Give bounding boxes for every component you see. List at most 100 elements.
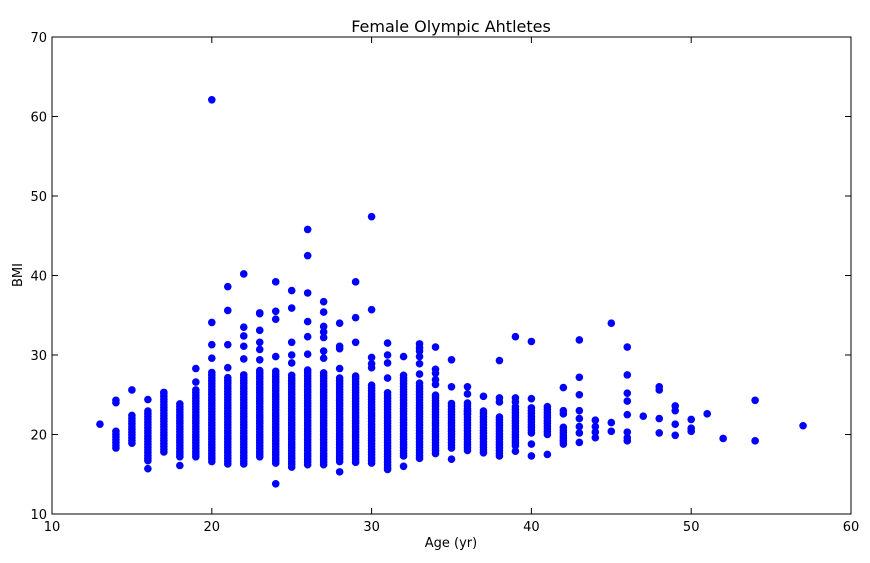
y-tick-label: 20 [30, 429, 47, 444]
data-point [351, 278, 360, 286]
data-point [192, 378, 200, 386]
data-point [319, 328, 328, 336]
data-point [655, 386, 664, 394]
data-point [335, 374, 344, 382]
data-point [303, 317, 312, 326]
y-tick-label: 70 [30, 31, 47, 46]
data-point [192, 364, 200, 373]
data-point [447, 399, 456, 408]
data-point [239, 323, 248, 331]
data-point [255, 345, 264, 354]
data-point [511, 398, 520, 406]
data-point [383, 374, 392, 382]
data-point [415, 379, 424, 388]
data-point [255, 366, 264, 375]
data-point [575, 414, 584, 423]
data-point [383, 465, 392, 474]
data-point [623, 343, 632, 351]
data-point [575, 422, 584, 431]
data-point [575, 406, 584, 415]
data-point [543, 450, 552, 459]
x-tick-label: 20 [204, 520, 221, 535]
y-tick-label: 40 [30, 270, 47, 285]
data-point [335, 364, 344, 373]
data-point [287, 304, 296, 312]
data-point [415, 347, 424, 355]
data-point [287, 351, 296, 359]
data-point [319, 297, 328, 306]
data-point [575, 373, 584, 382]
data-point [223, 282, 232, 291]
data-point [559, 383, 568, 392]
data-point [495, 398, 504, 406]
chart-title: Female Olympic Ahtletes [351, 17, 551, 36]
data-point [399, 352, 408, 361]
data-point [511, 447, 520, 455]
data-point [319, 354, 328, 362]
data-point [463, 410, 472, 418]
data-point [223, 306, 232, 315]
data-point [463, 383, 472, 391]
data-point [575, 438, 584, 447]
y-tick-label: 50 [30, 190, 47, 205]
data-point [335, 468, 344, 476]
data-point [447, 355, 456, 364]
data-point [367, 363, 376, 372]
data-point [655, 414, 664, 423]
data-point [287, 371, 296, 380]
data-point [208, 340, 216, 349]
data-point [751, 396, 759, 405]
data-point [431, 391, 440, 399]
data-point [176, 461, 184, 470]
data-point [255, 326, 264, 335]
data-point [623, 437, 632, 445]
data-point [192, 386, 200, 394]
data-point [319, 333, 328, 342]
data-point [383, 388, 392, 397]
data-point [287, 286, 296, 295]
data-point [319, 322, 328, 331]
data-point [319, 347, 328, 355]
data-point [112, 396, 120, 405]
data-point [447, 383, 456, 391]
data-point [543, 402, 552, 411]
data-point [144, 395, 152, 404]
data-point [447, 455, 456, 463]
data-point [208, 96, 216, 104]
data-point [527, 337, 536, 346]
data-point [367, 212, 376, 221]
data-point [607, 427, 616, 436]
data-point [271, 367, 280, 376]
data-point [239, 371, 248, 379]
data-point [144, 456, 152, 465]
data-point [399, 462, 408, 471]
x-tick-label: 30 [363, 520, 380, 535]
y-axis-label: BMI [11, 263, 26, 287]
data-point [383, 339, 392, 347]
axis-ticks: 10 20 30 40 50 60 10 20 30 40 50 60 70 [30, 31, 859, 535]
data-point [112, 427, 120, 436]
data-point [575, 336, 584, 344]
data-point [271, 315, 280, 324]
data-point [671, 431, 680, 440]
x-tick-label: 10 [44, 520, 61, 535]
data-point [415, 352, 424, 361]
data-point [351, 372, 360, 380]
data-point [527, 404, 536, 412]
y-tick-label: 60 [30, 111, 47, 126]
data-point [287, 338, 296, 347]
data-points [96, 96, 807, 488]
data-point [479, 392, 488, 401]
data-point [495, 356, 504, 365]
data-point [383, 351, 392, 359]
data-point [623, 410, 632, 419]
data-point [623, 389, 632, 397]
data-point [128, 386, 136, 394]
data-point [463, 390, 472, 398]
data-point [687, 415, 695, 424]
data-point [319, 369, 328, 377]
y-tick-label: 10 [30, 508, 47, 523]
data-point [144, 407, 152, 415]
data-point [223, 363, 232, 372]
data-point [271, 352, 280, 361]
